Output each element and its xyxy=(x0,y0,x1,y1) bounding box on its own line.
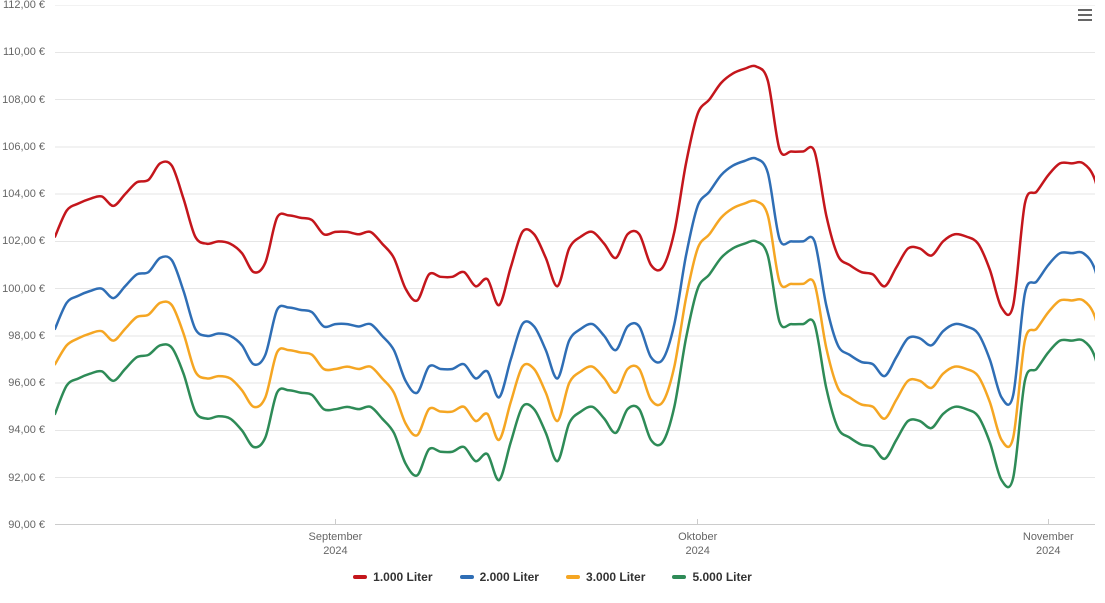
y-tick-label: 94,00 € xyxy=(8,424,45,436)
y-tick-label: 100,00 € xyxy=(2,283,45,295)
y-tick-label: 112,00 € xyxy=(3,0,45,11)
price-chart: 90,00 € 92,00 € 94,00 € 96,00 € 98,00 € 100,0… xyxy=(0,0,1105,603)
y-tick-label: 96,00 € xyxy=(8,377,45,389)
legend-item-3000l[interactable]: 3.000 Liter xyxy=(566,570,645,584)
x-tick-label: September2024 xyxy=(309,530,363,559)
y-tick-label: 108,00 € xyxy=(2,94,45,106)
y-tick-label: 102,00 € xyxy=(2,235,45,247)
series-s1[interactable] xyxy=(55,66,1095,315)
y-tick-label: 92,00 € xyxy=(8,472,45,484)
series-s2[interactable] xyxy=(55,158,1095,405)
plot-area xyxy=(55,5,1095,525)
chart-svg xyxy=(55,5,1095,525)
y-tick-label: 104,00 € xyxy=(2,188,45,200)
legend: 1.000 Liter 2.000 Liter 3.000 Liter 5.00… xyxy=(0,570,1105,584)
legend-item-5000l[interactable]: 5.000 Liter xyxy=(672,570,751,584)
legend-label: 1.000 Liter xyxy=(373,570,432,584)
series-s4[interactable] xyxy=(55,241,1095,487)
x-tick-label: Oktober2024 xyxy=(678,530,717,559)
legend-swatch xyxy=(672,575,686,579)
series-s3[interactable] xyxy=(55,201,1095,447)
y-axis-labels: 90,00 €92,00 €94,00 €96,00 €98,00 €100,0… xyxy=(0,5,50,525)
y-tick-label: 106,00 € xyxy=(2,141,45,153)
legend-swatch xyxy=(566,575,580,579)
legend-swatch xyxy=(460,575,474,579)
legend-label: 5.000 Liter xyxy=(692,570,751,584)
x-axis-labels: September2024 Oktober2024 November2024 xyxy=(55,530,1095,560)
legend-item-2000l[interactable]: 2.000 Liter xyxy=(460,570,539,584)
legend-swatch xyxy=(353,575,367,579)
y-tick-label: 90,00 € xyxy=(8,519,45,531)
y-tick-label: 110,00 € xyxy=(3,46,45,58)
y-tick-label: 98,00 € xyxy=(8,330,45,342)
legend-item-1000l[interactable]: 1.000 Liter xyxy=(353,570,432,584)
legend-label: 3.000 Liter xyxy=(586,570,645,584)
x-tick-label: November2024 xyxy=(1023,530,1074,559)
legend-label: 2.000 Liter xyxy=(480,570,539,584)
